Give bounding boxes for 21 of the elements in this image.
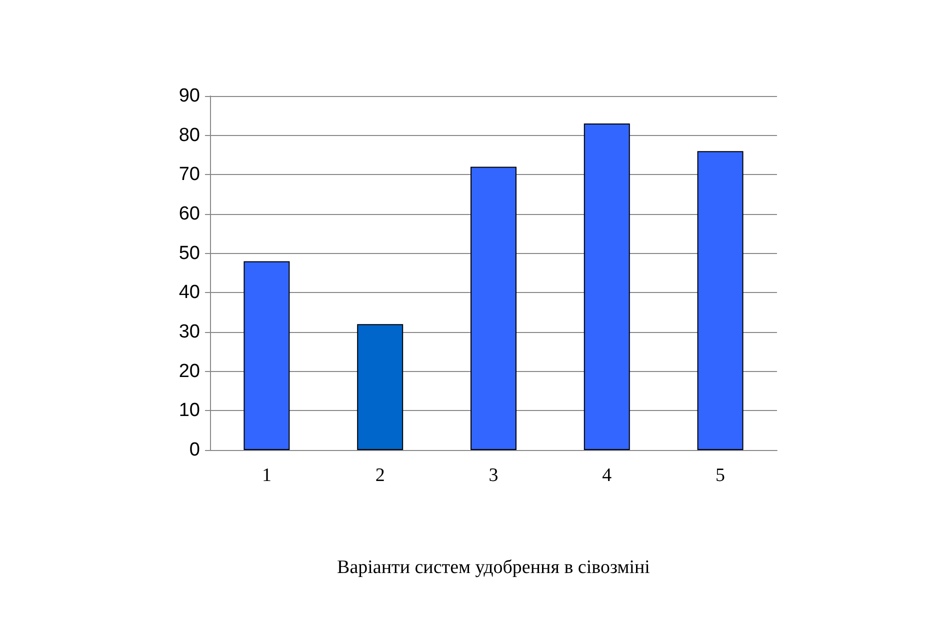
bar	[357, 324, 404, 450]
y-tick-label: 90	[178, 86, 200, 106]
x-tick-label: 1	[262, 465, 272, 486]
x-axis-title: Варіанти систем удобрення в сівозміні	[337, 557, 650, 578]
y-tick-label: 80	[178, 124, 200, 146]
x-tick-label: 5	[716, 465, 726, 486]
y-tick-label: 30	[178, 322, 200, 342]
bar	[244, 261, 290, 450]
x-tick-label: 4	[602, 465, 612, 486]
x-tick-label: 3	[488, 465, 498, 486]
y-tick-label: 10	[178, 400, 200, 422]
y-tick-label: 60	[178, 204, 200, 224]
bar	[584, 124, 630, 450]
bar	[470, 166, 516, 450]
y-tick-label: 0	[189, 440, 200, 460]
y-tick-label: 20	[178, 360, 200, 382]
bar	[697, 151, 744, 450]
y-tick-label: 40	[178, 282, 200, 304]
y-tick-label: 50	[178, 242, 200, 264]
y-tick-label: 70	[178, 164, 200, 186]
x-tick-label: 2	[375, 465, 385, 486]
